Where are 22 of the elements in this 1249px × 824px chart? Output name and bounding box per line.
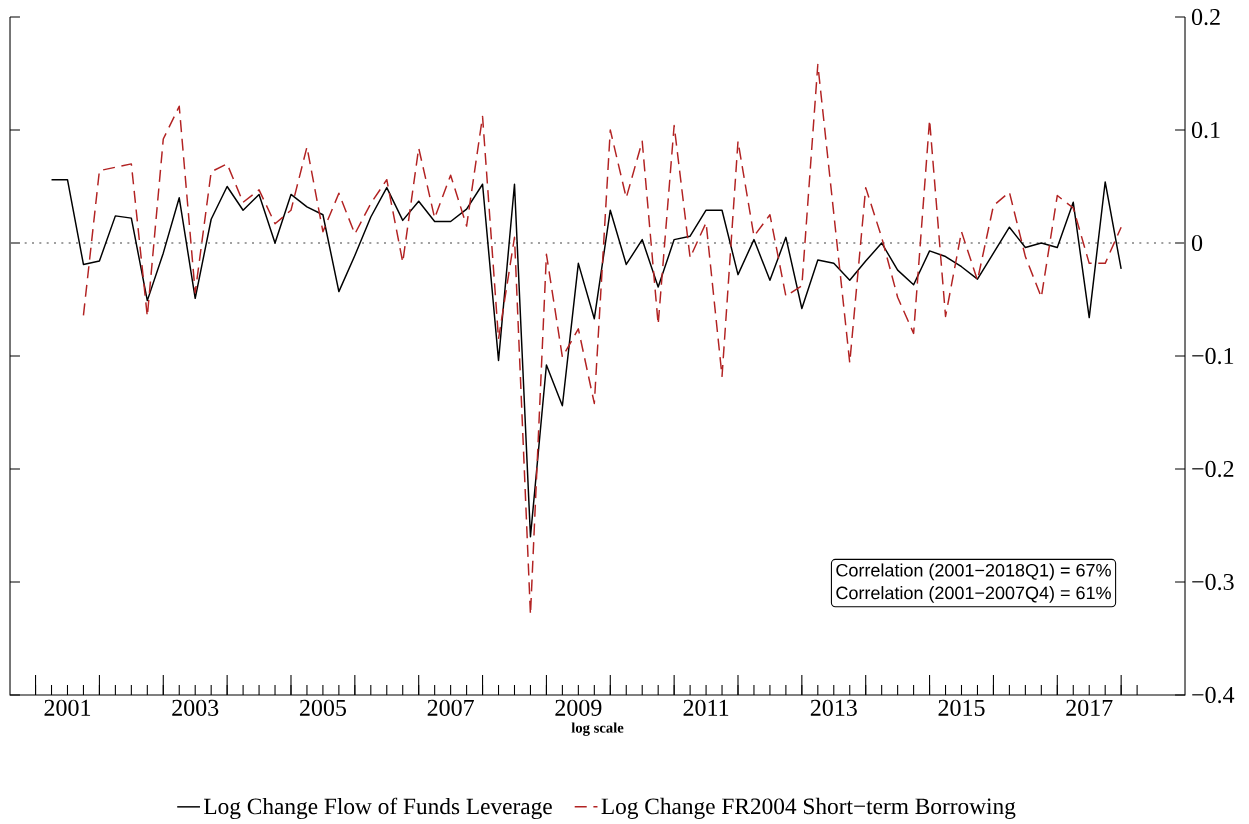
y-tick-label: −0.4	[1192, 686, 1235, 704]
legend-label: Log Change Flow of Funds Leverage	[204, 797, 552, 820]
x-axis-title: log scale	[571, 722, 624, 736]
x-tick-label: 2003	[172, 699, 219, 716]
y-tick-label: −0.3	[1192, 573, 1234, 591]
x-tick-label: 2005	[299, 699, 346, 716]
x-tick-label: 2001	[44, 699, 91, 716]
x-tick-label: 2015	[938, 699, 985, 716]
y-tick-label: 0	[1191, 234, 1203, 252]
y-tick-label: 0.1	[1191, 121, 1220, 139]
x-tick-label: 2007	[427, 699, 474, 716]
y-tick-label: −0.1	[1192, 347, 1234, 365]
x-tick-label: 2013	[810, 699, 857, 716]
x-tick-label: 2017	[1066, 699, 1113, 716]
y-tick-label: −0.2	[1192, 460, 1234, 478]
annotation: Correlation (2001−2007Q4) = 61%	[836, 586, 1111, 603]
line-series	[82, 63, 1122, 616]
y-tick-label: 0.2	[1191, 8, 1220, 26]
x-tick-label: 2009	[555, 699, 602, 716]
legend-label: Log Change FR2004 Short−term Borrowing	[601, 797, 1016, 819]
annotation: Correlation (2001−2018Q1) = 67%	[836, 563, 1111, 581]
x-tick-label: 2011	[683, 699, 729, 716]
